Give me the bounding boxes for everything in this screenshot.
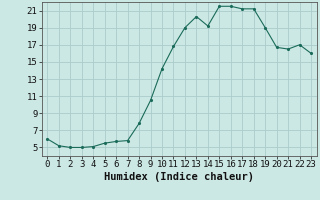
X-axis label: Humidex (Indice chaleur): Humidex (Indice chaleur) bbox=[104, 172, 254, 182]
